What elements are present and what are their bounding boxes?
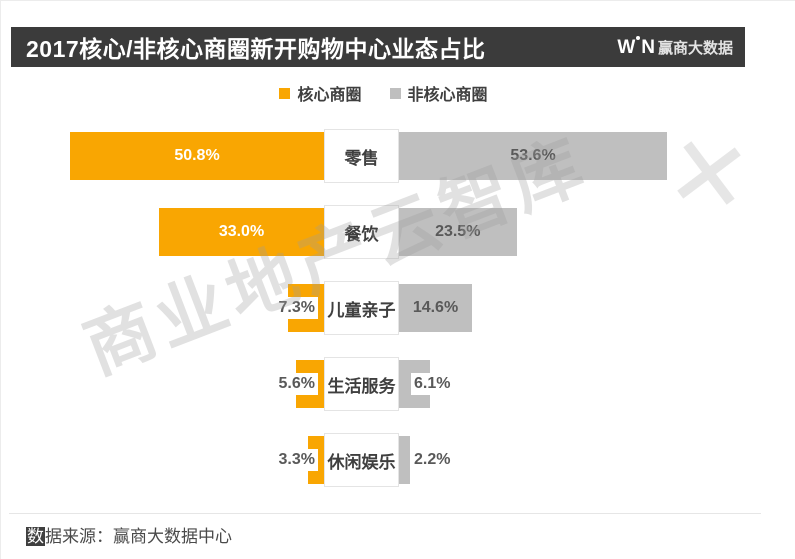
bar-noncore (399, 436, 410, 484)
bar-noncore: 14.6% (399, 284, 472, 332)
category-label: 儿童亲子 (324, 281, 399, 335)
right-bar-zone: 14.6% (399, 284, 795, 332)
value-label-noncore: 6.1% (411, 373, 454, 395)
category-label: 休闲娱乐 (324, 433, 399, 487)
value-label-core: 7.3% (275, 297, 318, 319)
chart-row: 3.3% 休闲娱乐 2.2% (70, 433, 795, 487)
category-label: 餐饮 (324, 205, 399, 259)
right-bar-zone: 2.2% (399, 436, 795, 484)
footer-divider (9, 513, 761, 514)
page-title: 2017核心/非核心商圈新开购物中心业态占比 (26, 36, 486, 62)
data-source: 数据来源：赢商大数据中心 (26, 522, 232, 547)
legend-swatch-noncore-icon (389, 87, 401, 99)
chart-row: 5.6% 生活服务 6.1% (70, 357, 795, 411)
value-label-core: 50.8% (174, 147, 220, 164)
left-bar-zone: 3.3% (70, 436, 324, 484)
legend: 核心商圈 非核心商圈 (1, 81, 781, 105)
left-bar-zone: 50.8% (70, 132, 324, 180)
value-label-core: 5.6% (275, 373, 318, 395)
value-label-core: 33.0% (218, 223, 265, 240)
chart-row: 7.3% 儿童亲子 14.6% (70, 281, 795, 335)
bar-noncore: 53.6% (399, 132, 667, 180)
category-label: 零售 (324, 129, 399, 183)
chart-row: 50.8% 零售 53.6% (70, 129, 795, 183)
value-label-noncore: 23.5% (435, 223, 481, 240)
chart-rows: 50.8% 零售 53.6% 33.0% 餐饮 23.5% 7.3% 儿童亲子 14.6% 5.6… (70, 129, 795, 512)
legend-item-noncore: 非核心商圈 (389, 81, 488, 105)
left-bar-zone: 33.0% (70, 208, 324, 256)
value-label-noncore: 53.6% (510, 147, 556, 164)
left-bar-zone: 7.3% (70, 284, 324, 332)
left-bar-zone: 5.6% (70, 360, 324, 408)
value-label-noncore: 2.2% (411, 449, 454, 471)
legend-label-noncore: 非核心商圈 (407, 87, 488, 104)
bar-noncore: 23.5% (399, 208, 517, 256)
right-bar-zone: 23.5% (399, 208, 795, 256)
right-bar-zone: 53.6% (399, 132, 795, 180)
data-source-text: 据来源：赢商大数据中心 (45, 527, 232, 546)
brand-name: 赢商大数据 (657, 39, 733, 57)
chart-row: 33.0% 餐饮 23.5% (70, 205, 795, 259)
value-label-noncore: 14.6% (412, 299, 459, 316)
bar-core: 33.0% (159, 208, 324, 256)
legend-item-core: 核心商圈 (279, 81, 362, 105)
category-label: 生活服务 (324, 357, 399, 411)
value-label-core: 3.3% (275, 449, 318, 471)
data-source-highlight: 数 (26, 527, 45, 546)
right-bar-zone: 6.1% (399, 360, 795, 408)
bar-core: 50.8% (70, 132, 324, 180)
legend-label-core: 核心商圈 (297, 87, 362, 104)
legend-swatch-core-icon (279, 87, 291, 99)
